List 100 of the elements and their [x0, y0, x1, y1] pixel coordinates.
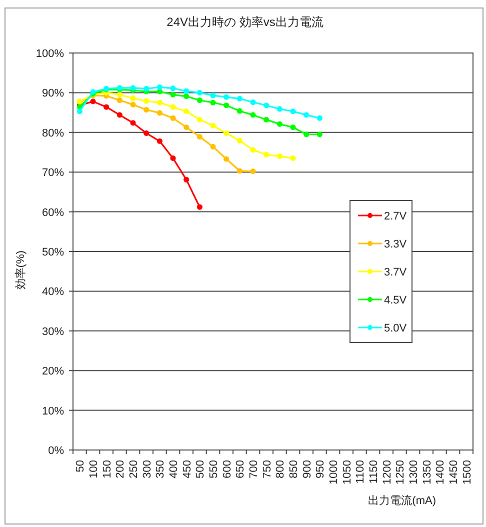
point	[170, 86, 176, 92]
x-tick-label: 350	[154, 460, 167, 478]
point	[276, 121, 282, 127]
legend-label: 3.3V	[384, 238, 408, 250]
point	[116, 112, 122, 118]
point	[224, 156, 230, 162]
x-tick-label: 1200	[381, 460, 394, 484]
point	[224, 94, 230, 100]
x-tick-label: 400	[168, 460, 180, 478]
y-tick-label: 80%	[42, 127, 64, 140]
point	[210, 122, 216, 128]
y-tick-label: 10%	[42, 405, 64, 418]
x-tick-label: 1400	[434, 460, 447, 484]
y-tick-label: 30%	[42, 326, 64, 338]
point	[116, 92, 122, 98]
x-tick-label: 1450	[448, 460, 460, 484]
point	[290, 155, 296, 162]
point	[184, 88, 190, 94]
point	[130, 85, 136, 91]
point	[170, 115, 176, 121]
point	[264, 152, 270, 158]
point	[170, 155, 176, 162]
point	[316, 132, 322, 138]
legend-label: 4.5V	[384, 294, 408, 306]
point	[184, 176, 190, 182]
x-tick-label: 900	[301, 460, 314, 478]
point	[236, 138, 242, 144]
legend-label: 5.0V	[384, 322, 408, 334]
x-tick-label: 800	[274, 460, 287, 478]
x-tick-label: 700	[248, 460, 260, 478]
point	[236, 108, 242, 114]
x-tick-label: 500	[194, 460, 207, 478]
x-tick-label: 450	[181, 460, 194, 478]
point	[156, 110, 162, 116]
point	[184, 93, 190, 100]
point	[170, 104, 176, 110]
point	[276, 106, 282, 112]
point	[130, 95, 136, 102]
point	[264, 116, 270, 122]
legend-label: 2.7V	[384, 210, 408, 222]
point	[144, 106, 150, 113]
x-axis-title: 出力電流(mA)	[368, 494, 436, 507]
x-tick-label: 50	[74, 460, 87, 472]
point	[224, 102, 230, 108]
y-tick-label: 20%	[42, 366, 64, 378]
point	[144, 98, 150, 104]
point	[250, 99, 256, 106]
x-tick-label: 250	[128, 460, 140, 478]
point	[196, 204, 202, 210]
point	[156, 84, 162, 90]
point	[76, 108, 82, 114]
point	[196, 90, 202, 96]
point	[130, 102, 136, 108]
point	[210, 100, 216, 106]
x-tick-label: 550	[208, 460, 220, 478]
y-tick-label: 0%	[48, 445, 64, 457]
chart-title: 24V出力時の 効率vs出力電流	[166, 15, 324, 29]
x-tick-label: 200	[114, 460, 127, 478]
point	[156, 138, 162, 144]
point	[250, 147, 256, 153]
x-tick-label: 750	[261, 460, 274, 478]
point	[104, 104, 110, 110]
x-tick-label: 1050	[341, 460, 354, 484]
point	[316, 115, 322, 121]
point	[250, 168, 256, 174]
x-tick-label: 1350	[421, 460, 434, 484]
y-axis-title: 効率(%)	[14, 250, 27, 290]
point	[210, 92, 216, 98]
x-tick-label: 1300	[408, 460, 420, 484]
point	[116, 97, 122, 104]
point	[144, 86, 150, 92]
point	[224, 130, 230, 136]
x-tick-label: 600	[221, 460, 234, 478]
point	[130, 120, 136, 126]
x-tick-label: 100	[88, 460, 100, 478]
point	[184, 108, 190, 114]
y-tick-label: 70%	[42, 167, 64, 180]
point	[210, 144, 216, 150]
x-tick-label: 1500	[461, 460, 474, 484]
point	[196, 134, 202, 140]
x-tick-label: 1100	[354, 460, 367, 484]
point	[290, 108, 296, 114]
legend-label: 3.7V	[384, 266, 408, 278]
y-tick-label: 50%	[42, 246, 64, 258]
y-tick-label: 60%	[42, 206, 64, 219]
point	[184, 124, 190, 130]
x-tick-label: 150	[101, 460, 114, 478]
point	[236, 96, 242, 102]
x-tick-label: 850	[288, 460, 300, 478]
point	[196, 116, 202, 122]
y-tick-label: 40%	[42, 286, 64, 298]
point	[90, 98, 96, 104]
point	[144, 130, 150, 136]
x-tick-label: 1150	[368, 460, 380, 484]
point	[304, 132, 310, 138]
point	[276, 153, 282, 160]
y-tick-label: 100%	[36, 48, 64, 60]
point	[236, 168, 242, 174]
x-tick-label: 950	[314, 460, 327, 478]
x-tick-label: 650	[234, 460, 247, 478]
